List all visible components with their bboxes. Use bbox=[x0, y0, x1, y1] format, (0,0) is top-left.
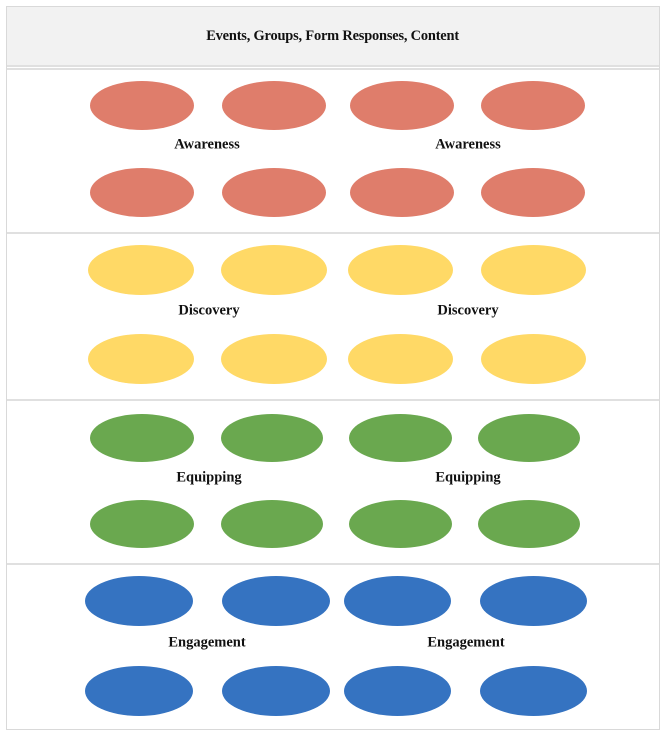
section-equipping: Equipping Equipping bbox=[7, 399, 659, 563]
equipping-ellipse bbox=[478, 414, 580, 462]
table-title: Events, Groups, Form Responses, Content bbox=[206, 27, 460, 44]
engagement-ellipse bbox=[222, 666, 330, 716]
equipping-ellipse bbox=[478, 500, 580, 548]
awareness-ellipse bbox=[222, 81, 326, 130]
engagement-ellipse bbox=[222, 576, 330, 626]
discovery-ellipse bbox=[88, 334, 194, 384]
awareness-ellipse bbox=[350, 81, 454, 130]
section-engagement: Engagement Engagement bbox=[7, 563, 659, 731]
awareness-ellipse bbox=[481, 168, 585, 217]
awareness-label: Awareness bbox=[435, 136, 501, 153]
engagement-label: Engagement bbox=[427, 634, 505, 651]
equipping-ellipse bbox=[349, 414, 452, 462]
equipping-ellipse bbox=[349, 500, 452, 548]
engagement-ellipse bbox=[344, 576, 451, 626]
discovery-ellipse bbox=[221, 245, 327, 295]
engagement-ellipse bbox=[344, 666, 451, 716]
awareness-ellipse bbox=[350, 168, 454, 217]
engagement-ellipse bbox=[85, 576, 193, 626]
awareness-ellipse bbox=[222, 168, 326, 217]
equipping-label: Equipping bbox=[435, 469, 501, 486]
table-header: Events, Groups, Form Responses, Content bbox=[7, 7, 659, 67]
discovery-ellipse bbox=[348, 334, 453, 384]
section-awareness: Awareness Awareness bbox=[7, 68, 659, 232]
discovery-label: Discovery bbox=[437, 302, 499, 319]
equipping-ellipse bbox=[90, 500, 194, 548]
awareness-ellipse bbox=[481, 81, 585, 130]
stages-table: Events, Groups, Form Responses, Content … bbox=[6, 6, 660, 730]
engagement-ellipse bbox=[480, 576, 587, 626]
equipping-ellipse bbox=[221, 500, 323, 548]
equipping-label: Equipping bbox=[176, 469, 242, 486]
engagement-label: Engagement bbox=[168, 634, 246, 651]
discovery-ellipse bbox=[348, 245, 453, 295]
awareness-ellipse bbox=[90, 81, 194, 130]
discovery-ellipse bbox=[481, 334, 586, 384]
engagement-ellipse bbox=[85, 666, 193, 716]
section-discovery: Discovery Discovery bbox=[7, 232, 659, 399]
discovery-ellipse bbox=[88, 245, 194, 295]
discovery-label: Discovery bbox=[178, 302, 240, 319]
discovery-ellipse bbox=[221, 334, 327, 384]
awareness-ellipse bbox=[90, 168, 194, 217]
discovery-ellipse bbox=[481, 245, 586, 295]
equipping-ellipse bbox=[90, 414, 194, 462]
awareness-label: Awareness bbox=[174, 136, 240, 153]
engagement-ellipse bbox=[480, 666, 587, 716]
equipping-ellipse bbox=[221, 414, 323, 462]
